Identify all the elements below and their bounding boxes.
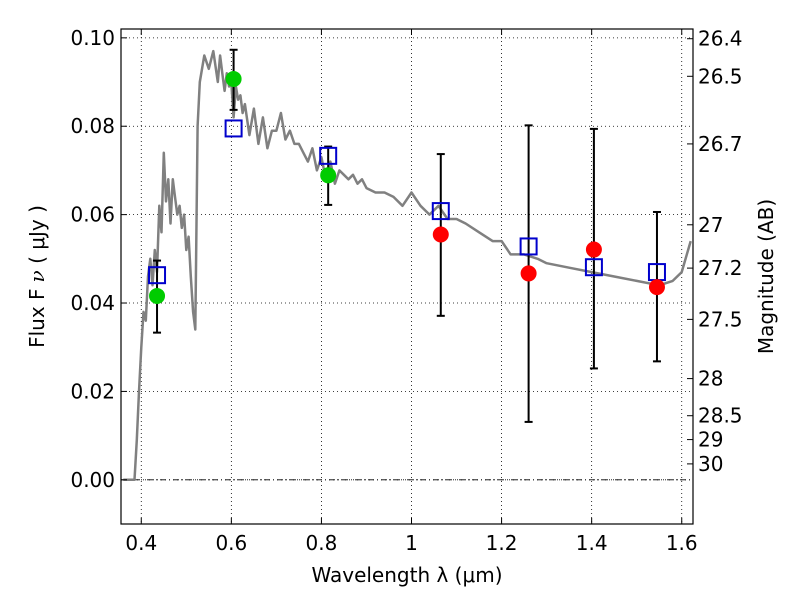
model-photometry-marker <box>431 202 450 221</box>
grid <box>121 29 693 524</box>
x-axis-label: Wavelength λ (μm) <box>311 563 502 587</box>
right-tick-label: 27 <box>698 213 723 237</box>
y-tick-label: 0.04 <box>70 291 115 315</box>
x-tick-label: 0.8 <box>306 531 338 555</box>
x-tick-label: 0.4 <box>125 531 157 555</box>
spectrum-line <box>123 49 692 482</box>
model-photometry-marker <box>319 146 338 165</box>
ticks-layer: 0.4 0.6 0.8 1 1.2 1.4 1.6 0.00 0.02 0.04 0.06 0.08 0… <box>70 26 742 555</box>
observed-point-green <box>225 70 242 87</box>
y-axis-label-text: Flux F <box>25 288 49 347</box>
x-tick-label: 0.6 <box>215 531 247 555</box>
x-tick-label: 1.4 <box>576 531 608 555</box>
right-tick-label: 29 <box>698 428 723 452</box>
spectrum-layer <box>123 49 692 482</box>
observed-point-red <box>520 265 537 282</box>
y-axis-label-left: Flux F ν ( μJy ) <box>25 205 49 348</box>
y-tick-label: 0.10 <box>70 26 115 50</box>
model-photometry-marker <box>584 258 603 277</box>
x-tick-label: 1.2 <box>486 531 518 555</box>
right-tick-label: 26.4 <box>698 27 743 51</box>
right-tick-label: 27.2 <box>698 256 743 280</box>
x-tick-label: 1.6 <box>666 531 698 555</box>
y-axis-label-unit: ( μJy ) <box>25 205 49 270</box>
observed-point-red <box>648 279 665 296</box>
right-tick-label: 30 <box>698 452 723 476</box>
y-axis-label-nu: ν <box>25 270 49 282</box>
plot-frame <box>120 28 694 525</box>
observed-point-green <box>149 287 166 304</box>
right-tick-label: 28 <box>698 367 723 391</box>
right-tick-label: 28.5 <box>698 404 743 428</box>
y-tick-label: 0.02 <box>70 379 115 403</box>
y-tick-label: 0.08 <box>70 114 115 138</box>
model-photometry-marker <box>519 237 538 256</box>
model-photometry-marker <box>148 266 167 285</box>
observed-point-red <box>432 226 449 243</box>
observed-point-green <box>320 167 337 184</box>
points-layer <box>148 48 666 423</box>
y-tick-label: 0.00 <box>70 468 115 492</box>
y-axis-label-right: Magnitude (AB) <box>754 199 778 354</box>
right-tick-label: 27.5 <box>698 307 743 331</box>
y-tick-label: 0.06 <box>70 203 115 227</box>
observed-point-red <box>585 241 602 258</box>
right-tick-label: 26.5 <box>698 64 743 88</box>
model-photometry-marker <box>224 119 243 138</box>
x-tick-label: 1 <box>405 531 418 555</box>
right-tick-label: 26.7 <box>698 132 743 156</box>
